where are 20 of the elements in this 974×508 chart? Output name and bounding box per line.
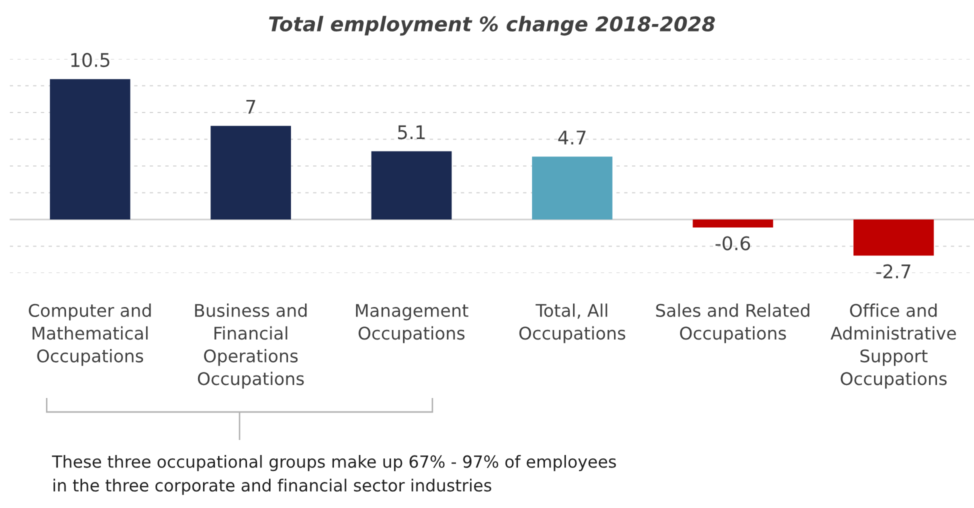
- x-tick-label: Management Occupations: [356, 304, 468, 344]
- bar: [50, 79, 130, 220]
- data-label: 7: [246, 100, 256, 114]
- text: These three occupational groups make up 67% - 97% of employees in the three corporate and financial sector industries: [52, 455, 616, 495]
- bar: [371, 151, 452, 220]
- data-label: -0.6: [716, 236, 750, 250]
- x-tick-label: Business and Financial Operations Occupations: [195, 304, 307, 389]
- data-label: 10.5: [71, 52, 110, 68]
- chart-title: Total employment % change 2018-2028: [269, 16, 715, 36]
- bar: [532, 156, 612, 220]
- x-tick-label: Total, All Occupations: [519, 304, 626, 344]
- x-tick-label: Office and Administrative Support Occupations: [830, 304, 956, 389]
- x-tick-label: Sales and Related Occupations: [656, 304, 810, 344]
- bar: [853, 220, 934, 256]
- data-label: -2.7: [876, 264, 910, 278]
- data-label: 5.1: [398, 125, 425, 140]
- x-tick-label: Computer and Mathematical Occupations: [28, 304, 151, 366]
- bar: [692, 220, 774, 228]
- data-label: 4.7: [558, 130, 586, 144]
- bar: [210, 126, 291, 220]
